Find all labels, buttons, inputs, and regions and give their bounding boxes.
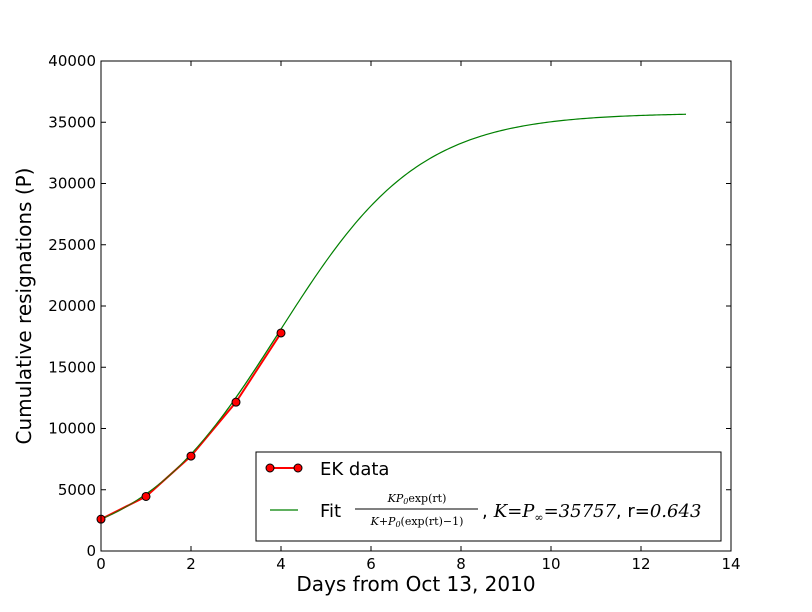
data-point	[186, 451, 196, 461]
y-tick-label: 10000	[48, 420, 96, 438]
params-p: P	[521, 501, 535, 522]
numerator-tail: exp(rt)	[408, 492, 446, 505]
x-tick-label: 2	[186, 555, 196, 573]
y-tick-label: 25000	[48, 236, 96, 254]
params-p-sub: ∞	[534, 511, 543, 524]
x-tick-label: 6	[366, 555, 376, 573]
params-r-value: 0.643	[650, 501, 702, 522]
x-tick-label: 14	[721, 555, 740, 573]
fraction-numerator: KP0exp(rt)	[387, 492, 447, 506]
y-tick-label: 30000	[48, 175, 96, 193]
x-axis-label: Days from Oct 13, 2010	[296, 572, 535, 596]
legend-fit-params: , K=P∞=35757, r=0.643	[482, 501, 701, 524]
params-comma: ,	[482, 501, 488, 522]
numerator-sub: 0	[403, 497, 408, 506]
numerator-kp: KP	[387, 492, 404, 505]
y-tick-label: 0	[86, 542, 96, 560]
legend-box	[255, 451, 722, 542]
x-axis: 0 2 4 6 8 10 12 14	[96, 61, 741, 573]
data-point	[276, 328, 286, 338]
params-eq: =	[507, 501, 522, 522]
x-tick-label: 10	[541, 555, 560, 573]
data-layer	[96, 328, 286, 524]
y-tick-label: 35000	[48, 113, 96, 131]
y-tick-label: 5000	[58, 481, 96, 499]
legend-data-label: EK data	[320, 459, 389, 480]
legend-data-marker	[265, 463, 275, 473]
y-tick-label: 20000	[48, 297, 96, 315]
legend-data-marker	[293, 463, 303, 473]
y-axis: 0 5000 10000 15000 20000 25000 30000 35000 40000	[48, 52, 731, 560]
x-tick-label: 12	[631, 555, 650, 573]
params-k: K	[493, 501, 509, 522]
legend-fit-fraction: KP0exp(rt) K+P0(exp(rt)−1)	[355, 492, 478, 529]
fraction-denominator: K+P0(exp(rt)−1)	[370, 515, 464, 529]
y-axis-label: Cumulative resignations (P)	[12, 168, 36, 445]
x-tick-label: 8	[456, 555, 466, 573]
params-k-value: =35757	[544, 501, 617, 522]
x-tick-label: 4	[276, 555, 286, 573]
params-r-prefix: , r=	[616, 501, 650, 522]
data-point	[231, 397, 241, 407]
denominator-tail: (exp(rt)−1)	[401, 515, 464, 528]
y-tick-label: 40000	[48, 52, 96, 70]
data-point	[141, 491, 151, 501]
legend-fit-prefix: Fit	[320, 501, 341, 522]
x-tick-label: 0	[96, 555, 106, 573]
y-tick-label: 15000	[48, 358, 96, 376]
denominator-sub: 0	[395, 520, 400, 529]
legend: EK data Fit KP0exp(rt) K+P0(exp(rt)−1) ,…	[255, 451, 722, 542]
denominator-kp: K+P	[370, 515, 396, 528]
